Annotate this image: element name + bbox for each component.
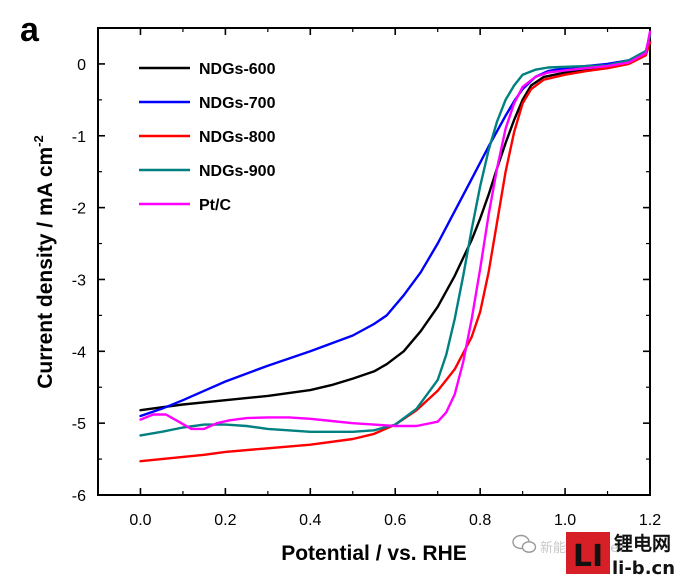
x-tick-label: 0.8 xyxy=(469,512,491,529)
y-axis-ticks xyxy=(98,63,650,496)
legend-label: NDGs-600 xyxy=(199,61,276,78)
y-tick-label: -1 xyxy=(72,129,86,146)
x-tick-label: 1.0 xyxy=(554,512,576,529)
y-tick-label: -3 xyxy=(72,272,86,289)
plot-frame xyxy=(97,27,651,496)
logo-letters: LI xyxy=(573,539,603,574)
y-axis-title-main: Current density / mA cm xyxy=(34,147,57,389)
series-line-ndgs-600 xyxy=(139,39,652,412)
legend-label: NDGs-900 xyxy=(199,163,276,180)
x-axis-tick-labels: 0.0 0.2 0.4 0.6 0.8 1.0 1.2 xyxy=(129,512,661,529)
wechat-icon xyxy=(512,534,537,553)
y-tick-label: -2 xyxy=(72,201,86,218)
x-tick-label: 1.2 xyxy=(639,512,661,529)
x-axis-ticks xyxy=(97,28,651,495)
legend-label: Pt/C xyxy=(199,197,231,214)
panel-label: a xyxy=(20,11,40,49)
y-tick-label: 0 xyxy=(77,57,86,74)
series-line-ndgs-800 xyxy=(139,41,652,463)
y-axis-title: Current density / mA cm-2 xyxy=(31,135,57,389)
series-line-ndgs-900 xyxy=(139,34,652,437)
logo-icon xyxy=(566,532,610,574)
x-tick-label: 0.4 xyxy=(299,512,321,529)
legend: NDGs-600 NDGs-700 NDGs-800 NDGs-900 Pt/C xyxy=(139,61,276,214)
y-axis-tick-labels: 0 -1 -2 -3 -4 -5 -6 xyxy=(72,57,86,505)
site-name: 锂电网 xyxy=(614,532,671,555)
legend-label: NDGs-700 xyxy=(199,95,276,112)
series-lines xyxy=(139,30,652,463)
y-tick-label: -4 xyxy=(72,344,86,361)
watermark: 新能源Leader LI 锂电网 li-b.cn xyxy=(512,532,675,579)
x-tick-label: 0.2 xyxy=(214,512,236,529)
y-tick-label: -5 xyxy=(72,416,86,433)
series-line-pt-c xyxy=(139,30,652,431)
y-axis-title-superscript: -2 xyxy=(31,135,46,147)
x-tick-label: 0.0 xyxy=(129,512,151,529)
legend-label: NDGs-800 xyxy=(199,129,276,146)
y-tick-label: -6 xyxy=(72,488,86,505)
site-url: li-b.cn xyxy=(612,558,675,579)
x-tick-label: 0.6 xyxy=(384,512,406,529)
x-axis-title: Potential / vs. RHE xyxy=(281,542,467,565)
